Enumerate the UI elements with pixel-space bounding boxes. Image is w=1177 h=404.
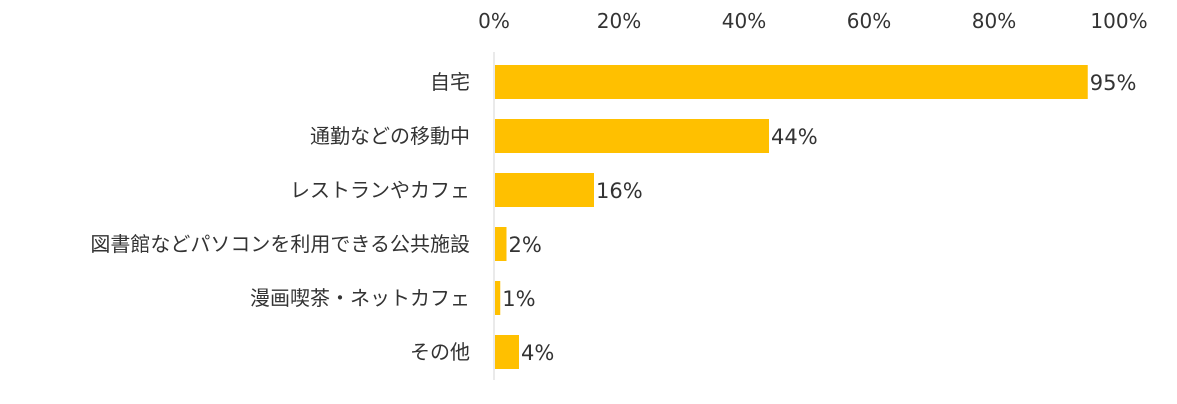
value-label: 2%: [509, 233, 542, 257]
value-label: 16%: [596, 179, 643, 203]
x-tick-label: 0%: [478, 9, 510, 33]
value-label: 44%: [771, 125, 818, 149]
bar: [495, 335, 519, 369]
bar: [495, 65, 1088, 99]
bars: [495, 65, 1088, 369]
category-labels: 自宅通勤などの移動中レストランやカフェ図書館などパソコンを利用できる公共施設漫画…: [90, 70, 470, 364]
category-label: 自宅: [430, 70, 470, 94]
category-label: その他: [410, 340, 470, 364]
value-label: 95%: [1090, 71, 1137, 95]
category-label: 図書館などパソコンを利用できる公共施設: [90, 232, 470, 256]
category-label: レストランやカフェ: [290, 178, 470, 202]
x-tick-label: 60%: [847, 9, 891, 33]
x-tick-label: 40%: [722, 9, 766, 33]
x-tick-label: 100%: [1090, 9, 1147, 33]
category-label: 漫画喫茶・ネットカフェ: [250, 286, 470, 310]
value-label: 1%: [502, 287, 535, 311]
category-label: 通勤などの移動中: [310, 124, 470, 148]
x-tick-label: 80%: [972, 9, 1016, 33]
bar: [495, 227, 507, 261]
bar: [495, 119, 769, 153]
value-label: 4%: [521, 341, 554, 365]
x-tick-label: 20%: [597, 9, 641, 33]
bar: [495, 173, 594, 207]
value-labels: 95% 44% 16% 2% 1% 4%: [502, 71, 1136, 365]
bar: [495, 281, 501, 315]
x-axis-ticks: 0% 20% 40% 60% 80% 100%: [478, 9, 1147, 33]
